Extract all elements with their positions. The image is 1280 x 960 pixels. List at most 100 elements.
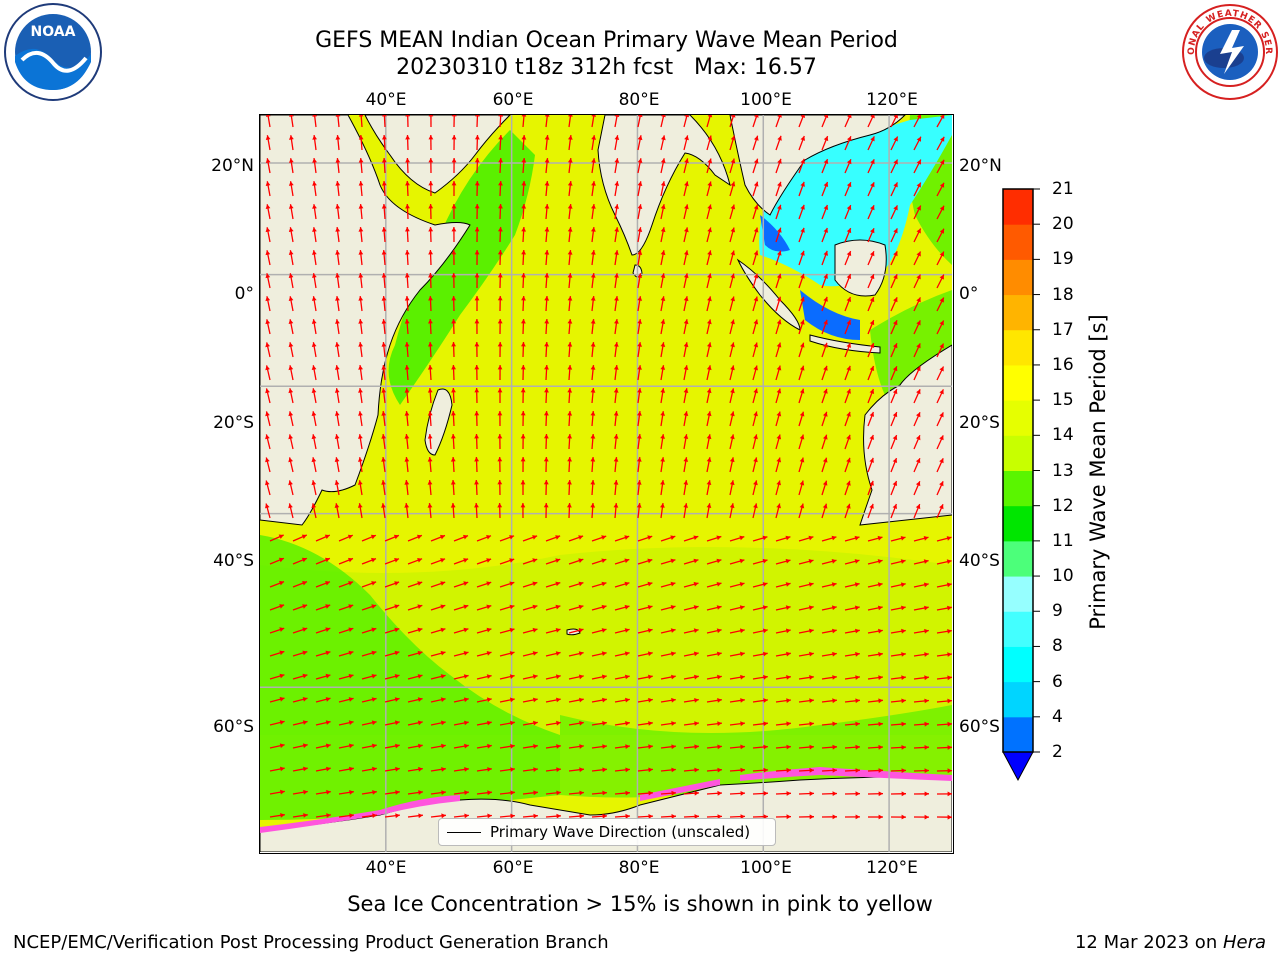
wave-arrow-head (358, 365, 363, 370)
wave-arrow-head (395, 766, 400, 772)
wave-arrow-head (334, 411, 340, 416)
wave-arrow-head (777, 115, 782, 118)
wave-arrow-head (404, 388, 410, 393)
wave-arrow-head (808, 535, 814, 541)
wave-arrow-head (335, 342, 340, 347)
wave-arrow-head (915, 481, 921, 487)
wave-arrow-head (786, 721, 791, 727)
wave-arrow-head (916, 182, 921, 188)
wave-arrow-head (405, 204, 410, 209)
wave-arrow-head (278, 534, 284, 539)
colorbar-tick-label: 4 (1052, 706, 1063, 727)
wave-arrow-head (381, 319, 387, 324)
wave-arrow-head (823, 434, 828, 440)
wave-arrow-head (520, 365, 526, 370)
wave-arrow-head (301, 534, 307, 539)
ocean-green-arabian-sea (388, 130, 535, 405)
wave-arrow-head (900, 559, 906, 564)
colorbar-tick-label: 16 (1052, 354, 1074, 375)
wave-arrow-head (302, 720, 308, 725)
wave-arrow-head (555, 581, 561, 587)
wave-arrow-head (463, 697, 469, 703)
wave-arrow-head (427, 434, 433, 439)
wave-arrow-head (279, 604, 285, 609)
wave-arrow-head (441, 813, 446, 819)
wave-arrow-head (878, 652, 883, 657)
wave-arrow-head (312, 135, 317, 140)
wave-arrow-head (601, 535, 607, 540)
wave-arrow-head (474, 480, 479, 485)
wave-arrow-head (683, 503, 688, 508)
wave-arrow-head (358, 273, 364, 278)
wave-arrow-head (451, 273, 457, 278)
wave-arrow-head (404, 411, 410, 416)
wave-arrow-head (463, 558, 469, 563)
wave-arrow-head (381, 434, 386, 439)
wave-arrow-head (706, 388, 712, 394)
wave-arrow-head (684, 227, 689, 233)
wave-arrow-head (822, 503, 828, 509)
wave-arrow-head (555, 674, 561, 680)
wave-arrow-head (427, 388, 433, 393)
wave-arrow-head (348, 673, 354, 679)
wave-arrow-head (901, 605, 906, 611)
wave-arrow-head (464, 743, 469, 749)
wave-arrow-head (371, 604, 377, 609)
wave-arrow-head (441, 743, 446, 749)
wave-arrow-head (785, 605, 791, 610)
wave-arrow-head (855, 721, 860, 727)
wave-arrow-head (915, 458, 921, 464)
wave-arrow-head (371, 720, 377, 726)
wave-arrow-head (763, 674, 768, 680)
wave-arrow-head (311, 319, 317, 324)
wave-arrow-head (486, 697, 492, 703)
wave-arrow-head (427, 411, 433, 416)
wave-arrow-head (648, 697, 653, 703)
wave-arrow-head (265, 480, 270, 486)
wave-arrow-head (869, 320, 875, 326)
wave-arrow-head (694, 744, 699, 750)
wave-arrow-head (325, 604, 331, 609)
wave-arrow-head (404, 480, 410, 485)
wave-arrow-head (288, 457, 293, 463)
wave-arrow-head (358, 388, 363, 393)
lon-tick-top: 100°E (740, 90, 792, 110)
wave-arrow-head (613, 457, 619, 462)
wave-arrow-head (707, 273, 712, 279)
wave-arrow-head (916, 136, 921, 142)
wave-arrow-head (716, 605, 722, 610)
wave-arrow-head (544, 388, 549, 393)
wave-arrow-head (809, 767, 814, 773)
wave-arrow-head (497, 296, 503, 301)
wave-arrow-head (590, 457, 596, 462)
wave-arrow-head (279, 743, 285, 748)
wave-arrow-head (544, 250, 550, 255)
wave-arrow-head (474, 296, 480, 301)
wave-arrow-head (567, 250, 573, 255)
wave-arrow-head (660, 227, 666, 233)
wave-arrow-head (730, 434, 735, 440)
wave-arrow-head (614, 319, 619, 324)
wave-arrow-head (371, 557, 376, 563)
colorbar-bin (1003, 224, 1033, 260)
wave-arrow-head (395, 790, 400, 795)
wave-arrow-head (555, 651, 561, 656)
wave-arrow-head (358, 227, 364, 232)
wave-arrow-head (637, 273, 643, 278)
wave-arrow-head (786, 814, 791, 820)
wave-arrow-head (636, 503, 642, 508)
wave-arrow-head (762, 558, 768, 564)
wave-arrow-head (901, 698, 906, 704)
wave-arrow-head (405, 158, 410, 163)
wave-arrow-head (800, 227, 805, 233)
wave-arrow-head (730, 342, 735, 348)
colorbar-bin (1003, 505, 1033, 542)
wave-arrow-head (451, 158, 457, 163)
wave-arrow-head (823, 319, 828, 325)
wave-arrow-head (302, 673, 308, 679)
wave-arrow-head (556, 767, 561, 772)
wave-arrow-head (302, 581, 307, 586)
footer-date-text: 12 Mar 2023 on (1074, 932, 1223, 953)
wave-arrow-head (916, 251, 921, 257)
wave-arrow-head (394, 697, 400, 702)
